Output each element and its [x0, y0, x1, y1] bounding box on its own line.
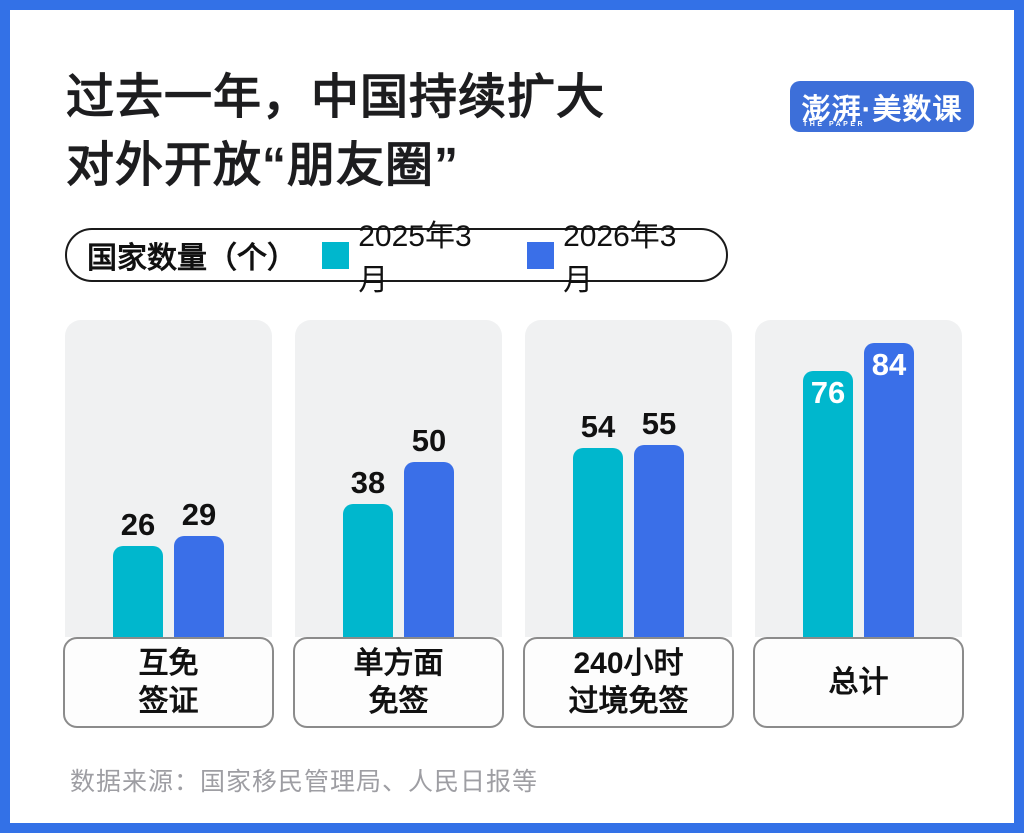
- bar-group: 26 29: [65, 497, 272, 637]
- page-title: 过去一年，中国持续扩大 对外开放“朋友圈”: [66, 64, 605, 200]
- bar-2025年3月: 54: [573, 409, 623, 637]
- chart-panel: 76 84 总计: [753, 320, 964, 728]
- bar-value-label: 38: [350, 465, 386, 500]
- category-label-line: 签证: [138, 684, 199, 718]
- bar-group: 76 84: [755, 343, 962, 637]
- category-label: 总计: [753, 637, 964, 728]
- chart-panel: 38 50 单方面免签: [293, 320, 504, 728]
- chart-panel: 54 55 240小时过境免签: [523, 320, 734, 728]
- bar-value-label: 55: [641, 405, 677, 441]
- category-label-line: 免签: [368, 684, 429, 718]
- legend-label-2026: 2026年3月: [563, 220, 677, 297]
- bar-value-label: 54: [580, 409, 616, 444]
- category-label-line: 总计: [828, 665, 889, 699]
- bar-value-label: 29: [181, 496, 217, 532]
- brand-logo: 澎湃·美数课 THE PAPER: [790, 81, 974, 132]
- category-label-line: 240小时: [573, 646, 684, 680]
- legend-swatch-2026-icon: [527, 241, 555, 269]
- bar-value-label: 50: [411, 423, 447, 458]
- bar-2025年3月: 76: [803, 371, 853, 637]
- page-title-line2: 对外开放“朋友圈”: [66, 139, 460, 192]
- panel-background: [525, 320, 732, 637]
- bar-2026年3月: 50: [404, 423, 454, 637]
- data-source: 数据来源：国家移民管理局、人民日报等: [70, 768, 539, 796]
- legend-title: 国家数量（个）: [87, 242, 297, 275]
- panel-background: [295, 320, 502, 637]
- bar-2025年3月: 26: [113, 507, 163, 637]
- bar-2026年3月: 55: [634, 406, 684, 637]
- bar-2025年3月: 38: [343, 465, 393, 637]
- bar-group: 54 55: [525, 406, 732, 637]
- chart-panel: 26 29 互免签证: [63, 320, 274, 728]
- brand-logo-subtext: THE PAPER: [803, 121, 866, 128]
- category-label: 单方面 免签: [293, 637, 504, 728]
- category-label-line: 过境免签: [568, 684, 689, 718]
- panel-background: [755, 320, 962, 637]
- legend-item-2026: 2026年3月: [527, 211, 706, 299]
- bar-value-label: 84: [871, 347, 907, 382]
- category-label: 240小时过境免签: [523, 637, 734, 728]
- bar-2026年3月: 29: [174, 497, 224, 637]
- bar-group: 38 50: [295, 423, 502, 637]
- brand-logo-text: 澎湃·美数课: [801, 93, 963, 126]
- bar-value-label: 76: [810, 375, 846, 410]
- legend-label-2025: 2025年3月: [358, 220, 472, 297]
- chart-area: 26 29 互免签证 38 50 单方面免签 54 55 240小时过境免签 76 84 总计: [10, 10, 1014, 823]
- category-label-line: 单方面: [353, 646, 444, 680]
- panel-background: [65, 320, 272, 637]
- bar-value-label: 26: [120, 507, 156, 542]
- category-label: 互免 签证: [63, 637, 274, 728]
- bar-2026年3月: 84: [864, 343, 914, 637]
- legend-item-2025: 2025年3月: [322, 211, 501, 299]
- legend-swatch-2025-icon: [322, 241, 350, 269]
- chart-legend: 国家数量（个） 2025年3月 2026年3月: [65, 220, 728, 297]
- category-label-line: 互免: [138, 646, 199, 680]
- page-title-line1: 过去一年，中国持续扩大: [66, 71, 606, 124]
